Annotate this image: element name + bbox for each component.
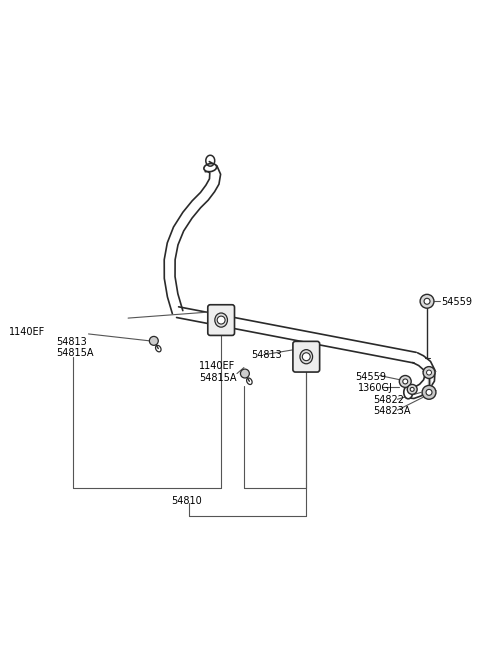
Circle shape (424, 298, 430, 304)
Ellipse shape (204, 163, 216, 172)
Text: 54559: 54559 (441, 297, 472, 307)
Circle shape (423, 367, 435, 379)
Text: 54823A: 54823A (373, 406, 411, 416)
Text: 1140EF: 1140EF (9, 327, 46, 337)
Circle shape (399, 375, 411, 388)
Text: 1360GJ: 1360GJ (358, 384, 393, 394)
Ellipse shape (300, 350, 312, 364)
Circle shape (403, 379, 408, 384)
Circle shape (427, 370, 432, 375)
Text: 54813: 54813 (56, 337, 86, 347)
Text: 54810: 54810 (172, 497, 203, 506)
Ellipse shape (215, 313, 228, 327)
Circle shape (240, 369, 249, 378)
Text: 54815A: 54815A (199, 373, 237, 382)
FancyBboxPatch shape (293, 341, 320, 372)
Ellipse shape (404, 386, 413, 399)
Circle shape (426, 390, 432, 396)
Text: 54813: 54813 (251, 350, 282, 359)
Text: 54815A: 54815A (56, 348, 93, 358)
Circle shape (217, 316, 225, 324)
Text: 54822: 54822 (373, 396, 405, 405)
FancyBboxPatch shape (208, 305, 235, 335)
Circle shape (302, 353, 310, 361)
Text: 1140EF: 1140EF (199, 361, 236, 371)
Circle shape (407, 384, 417, 394)
Circle shape (422, 386, 436, 400)
Circle shape (410, 388, 414, 392)
Text: 54559: 54559 (355, 371, 386, 382)
Circle shape (420, 295, 434, 308)
Circle shape (149, 337, 158, 345)
